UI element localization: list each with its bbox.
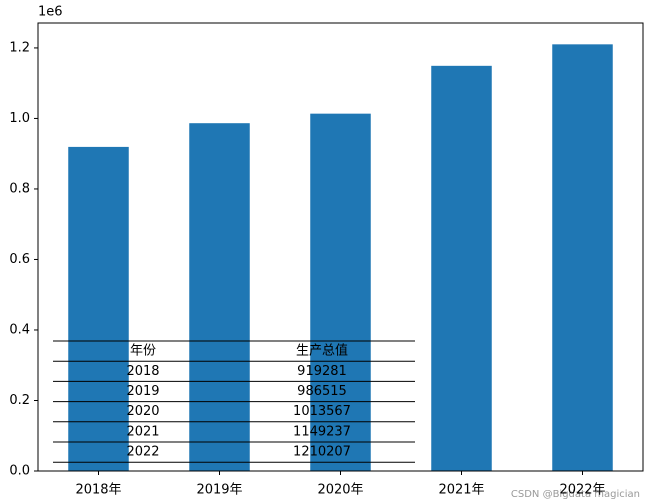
table-cell: 919281 [297, 364, 347, 379]
y-tick-label: 0.8 [9, 181, 30, 196]
y-tick-label: 0.4 [9, 322, 30, 337]
table-cell: 2018 [126, 364, 159, 379]
table-cell: 1013567 [293, 404, 351, 419]
y-tick-label: 0.0 [9, 464, 30, 479]
table-header: 年份 [130, 344, 156, 359]
plot-frame [37, 22, 644, 472]
table-cell: 986515 [297, 384, 347, 399]
table-cell: 2022 [126, 445, 159, 460]
x-tick-label: 2019年 [196, 483, 242, 498]
y-tick-label: 1.2 [9, 40, 30, 55]
x-tick-label: 2021年 [438, 483, 484, 498]
y-tick-label: 0.2 [9, 393, 30, 408]
table-cell: 2021 [126, 424, 159, 439]
table-cell: 2020 [126, 404, 159, 419]
watermark: CSDN @Bigdata magician [511, 489, 640, 500]
table-cell: 1210207 [293, 445, 351, 460]
x-tick-label: 2018年 [75, 483, 121, 498]
y-tick-label: 1.0 [9, 111, 30, 126]
x-tick-label: 2022年 [559, 483, 605, 498]
y-tick-label: 0.6 [9, 252, 30, 267]
y-offset-label: 1e6 [38, 5, 63, 20]
x-tick-label: 2020年 [317, 483, 363, 498]
table-cell: 2019 [126, 384, 159, 399]
bar [310, 113, 371, 471]
table-header: 生产总值 [296, 343, 348, 359]
bar [431, 65, 492, 471]
table-cell: 1149237 [293, 424, 351, 439]
bar [189, 123, 250, 472]
bar [68, 146, 129, 471]
bar [552, 44, 613, 471]
